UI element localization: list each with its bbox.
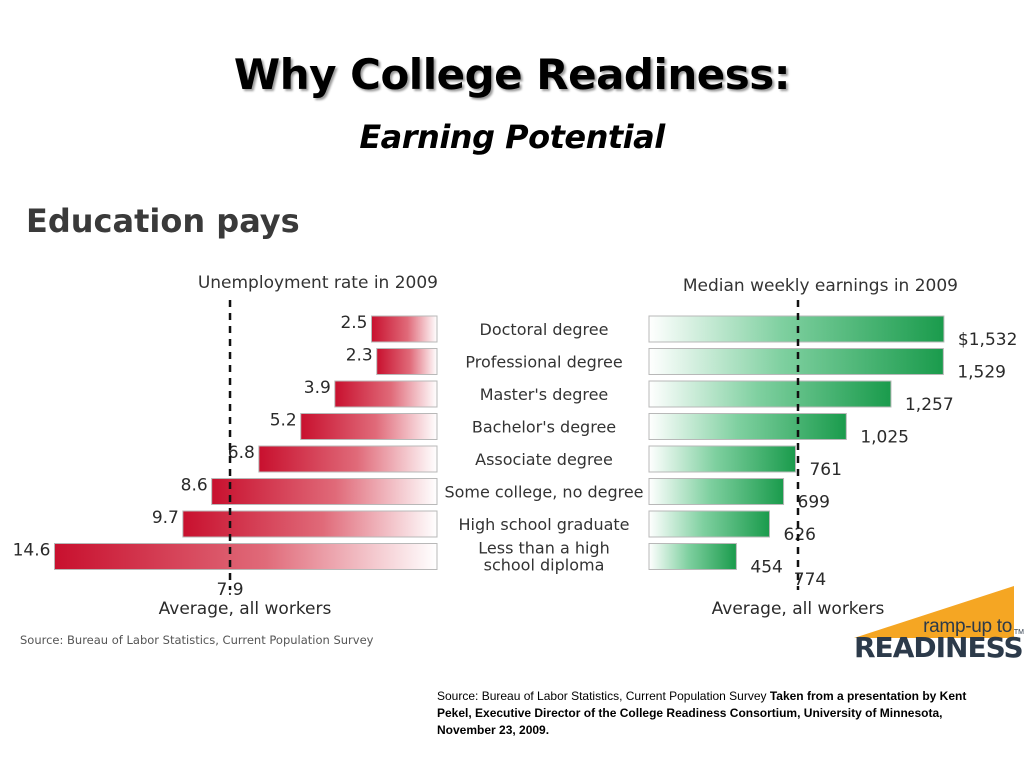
earnings-value-label: 699 <box>798 493 830 513</box>
earnings-bar <box>648 348 944 375</box>
unemployment-bar <box>258 445 438 473</box>
category-label: Doctoral degree <box>480 320 609 339</box>
unemployment-bar <box>53 543 438 570</box>
unemployment-value-label: 14.6 <box>13 541 51 561</box>
unemployment-axis-title: Unemployment rate in 2009 <box>198 273 438 293</box>
unemployment-bar <box>371 315 438 343</box>
footnote: Source: Bureau of Labor Statistics, Curr… <box>437 688 977 739</box>
slide-title: Why College Readiness: <box>233 50 791 99</box>
unemployment-value-label: 3.9 <box>304 378 331 398</box>
earnings-average-value: 774 <box>794 570 826 590</box>
earnings-bar <box>648 510 771 538</box>
chart-title: Education pays <box>26 202 300 240</box>
earnings-bar <box>648 445 796 473</box>
unemployment-value-label: 5.2 <box>270 411 297 431</box>
earnings-bar <box>648 315 945 343</box>
unemployment-average-label: Average, all workers <box>159 599 332 619</box>
education-pays-chart: Education pays Unemployment rate in 2009… <box>13 202 1018 647</box>
category-label: Master's degree <box>480 385 609 404</box>
earnings-value-label: $1,532 <box>958 330 1017 350</box>
category-label: Less than a high school diploma <box>478 539 609 575</box>
earnings-bar <box>648 543 737 570</box>
earnings-bar <box>648 380 892 408</box>
footnote-attribution: Taken from a presentation by Kent Pekel,… <box>437 689 967 737</box>
logo-line2: READINESS <box>854 631 1024 664</box>
unemployment-value-label: 8.6 <box>181 476 208 496</box>
earnings-bar <box>648 478 785 505</box>
earnings-axis-title: Median weekly earnings in 2009 <box>683 276 958 296</box>
earnings-value-label: 761 <box>809 460 841 480</box>
chart-source: Source: Bureau of Labor Statistics, Curr… <box>20 633 374 647</box>
earnings-value-label: 626 <box>784 525 816 545</box>
unemployment-value-label: 2.3 <box>346 346 373 366</box>
category-label: High school graduate <box>459 515 630 534</box>
ramp-up-readiness-logo: ramp-up to READINESS TM <box>854 586 1024 666</box>
earnings-value-label: 1,529 <box>957 363 1006 383</box>
unemployment-bar <box>300 413 438 440</box>
unemployment-value-label: 2.5 <box>340 313 367 333</box>
unemployment-value-label: 6.8 <box>228 443 255 463</box>
unemployment-bar <box>211 478 438 505</box>
logo-line1: ramp-up to <box>923 616 1012 637</box>
earnings-value-label: 454 <box>750 558 782 578</box>
category-label: Bachelor's degree <box>472 418 616 437</box>
earnings-bar <box>648 413 847 440</box>
footnote-source: Source: Bureau of Labor Statistics, Curr… <box>437 689 770 703</box>
unemployment-value-label: 9.7 <box>152 508 179 528</box>
category-label: Associate degree <box>475 450 613 469</box>
unemployment-bar <box>182 510 438 538</box>
category-label: Some college, no degree <box>444 483 643 502</box>
earnings-average-label: Average, all workers <box>712 599 885 619</box>
unemployment-bar <box>334 380 438 408</box>
slide-subtitle: Earning Potential <box>359 118 665 156</box>
logo-triangle-icon <box>854 586 1014 638</box>
unemployment-average-value: 7.9 <box>216 580 243 600</box>
earnings-value-label: 1,025 <box>860 428 909 448</box>
unemployment-bar <box>376 348 438 375</box>
category-label: Professional degree <box>465 353 622 372</box>
earnings-value-label: 1,257 <box>905 395 954 415</box>
logo-trademark: TM <box>1013 629 1024 636</box>
